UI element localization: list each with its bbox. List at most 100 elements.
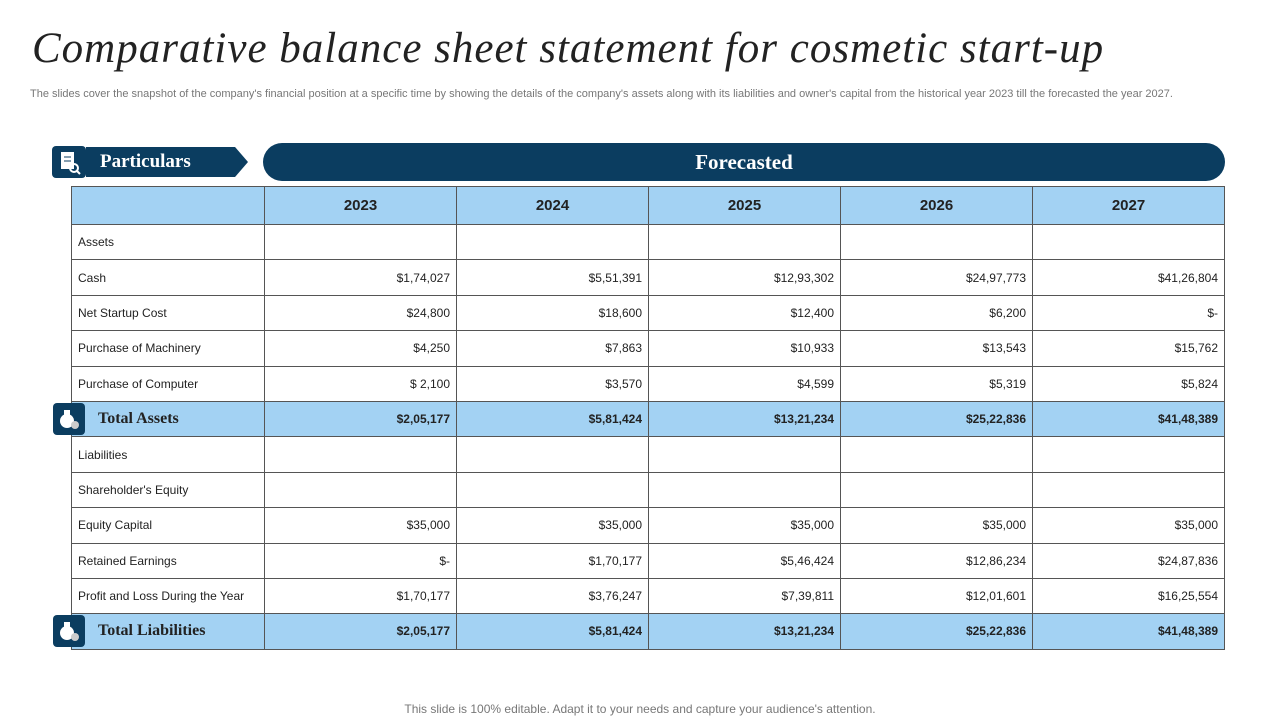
value-cell: $5,51,391 — [456, 259, 649, 296]
row-label-text: Retained Earnings — [78, 553, 177, 568]
row-label: Profit and Loss During the Year — [71, 577, 265, 615]
row-label-text: Assets — [78, 235, 115, 250]
row-label-text: Liabilities — [78, 447, 128, 462]
value-cell: $24,97,773 — [840, 259, 1033, 296]
row-icon — [53, 615, 85, 648]
value-cell: $5,46,424 — [648, 542, 841, 579]
value-cell: $24,87,836 — [1032, 542, 1225, 579]
value-cell: $16,25,554 — [1032, 577, 1225, 615]
row-icon — [53, 402, 85, 435]
value-cell: $7,863 — [456, 330, 649, 367]
row-label-text: Profit and Loss During the Year — [78, 589, 245, 604]
value-cell: $7,39,811 — [648, 577, 841, 615]
row-label: Retained Earnings — [71, 542, 265, 579]
particulars-icon — [52, 146, 86, 178]
value-cell: $3,570 — [456, 365, 649, 402]
row-label-text: Total Assets — [98, 410, 179, 428]
icon — [61, 152, 81, 175]
row-label-text: Purchase of Computer — [78, 376, 199, 391]
value-cell: $35,000 — [840, 507, 1033, 544]
header-cell — [71, 186, 265, 225]
value-cell — [264, 223, 457, 261]
value-cell: $35,000 — [648, 507, 841, 544]
value-cell — [648, 471, 841, 509]
row-label: Net Startup Cost — [71, 294, 265, 332]
row: Assets — [71, 223, 1225, 261]
value-cell: $5,81,424 — [456, 613, 649, 650]
value-cell — [264, 436, 457, 473]
value-cell: $12,400 — [648, 294, 841, 332]
value-cell — [1032, 223, 1225, 261]
value-cell: $1,70,177 — [264, 577, 457, 615]
year-header: 2027 — [1032, 186, 1225, 225]
row-label-text: Net Startup Cost — [78, 305, 167, 320]
value-cell — [264, 471, 457, 509]
value-cell — [840, 223, 1033, 261]
row-label-text: Equity Capital — [78, 518, 153, 533]
row: Equity Capital $35,000 $35,000 $35,000 $35,0… — [71, 507, 1225, 544]
value-cell — [1032, 471, 1225, 509]
value-cell: $4,250 — [264, 330, 457, 367]
row-label: Equity Capital — [71, 507, 265, 544]
value-cell: $10,933 — [648, 330, 841, 367]
value-cell: $12,01,601 — [840, 577, 1033, 615]
value-cell: $13,21,234 — [648, 613, 841, 650]
row: Profit and Loss During the Year $1,70,177… — [71, 577, 1225, 615]
value-cell — [1032, 436, 1225, 473]
value-cell — [840, 436, 1033, 473]
value-cell — [648, 436, 841, 473]
value-cell: $2,05,177 — [264, 400, 457, 438]
value-cell: $- — [1032, 294, 1225, 332]
balance-table: 2023 2024 2025 2026 2027 Assets Cash $1,74,027 $… — [53, 186, 1225, 650]
value-cell: $18,600 — [456, 294, 649, 332]
particulars-banner: Particulars — [86, 147, 248, 177]
year-header: 2024 — [456, 186, 649, 225]
row-label: Purchase of Computer — [71, 365, 265, 402]
value-cell: $ 2,100 — [264, 365, 457, 402]
year-header: 2026 — [840, 186, 1033, 225]
value-cell: $15,762 — [1032, 330, 1225, 367]
particulars-label: Particulars — [100, 151, 191, 172]
row: Shareholder's Equity — [71, 471, 1225, 509]
value-cell: $35,000 — [264, 507, 457, 544]
value-cell: $13,21,234 — [648, 400, 841, 438]
row: Net Startup Cost $24,800 $18,600 $12,400 $6,… — [71, 294, 1225, 332]
forecasted-banner: Forecasted — [263, 143, 1225, 181]
row-label: Cash — [71, 259, 265, 296]
value-cell: $2,05,177 — [264, 613, 457, 650]
value-cell: $- — [264, 542, 457, 579]
value-cell: $3,76,247 — [456, 577, 649, 615]
value-cell — [456, 471, 649, 509]
value-cell: $1,74,027 — [264, 259, 457, 296]
year-header: 2025 — [648, 186, 841, 225]
row-label-text: Cash — [78, 270, 107, 285]
value-cell: $5,319 — [840, 365, 1033, 402]
value-cell: $12,93,302 — [648, 259, 841, 296]
value-cell: $24,800 — [264, 294, 457, 332]
row-label: Assets — [71, 223, 265, 261]
value-cell: $35,000 — [456, 507, 649, 544]
value-cell — [456, 223, 649, 261]
value-cell: $25,22,836 — [840, 613, 1033, 650]
header-row: 2023 2024 2025 2026 2027 — [71, 186, 1225, 225]
row-label-text: Total Liabilities — [98, 622, 206, 640]
value-cell — [840, 471, 1033, 509]
row-label: Liabilities — [71, 436, 265, 473]
value-cell: $5,824 — [1032, 365, 1225, 402]
value-cell: $12,86,234 — [840, 542, 1033, 579]
row-label: Shareholder's Equity — [71, 471, 265, 509]
footer: This slide is 100% editable. Adapt it to… — [404, 702, 876, 716]
row: Cash $1,74,027 $5,51,391 $12,93,302 $24,97,7… — [71, 259, 1225, 296]
value-cell — [648, 223, 841, 261]
total-row: Total Assets $2,05,177 $5,81,424 $13,21,234… — [53, 400, 1225, 438]
value-cell: $5,81,424 — [456, 400, 649, 438]
row: Purchase of Machinery $4,250 $7,863 $10,933… — [71, 330, 1225, 367]
value-cell: $1,70,177 — [456, 542, 649, 579]
value-cell — [456, 436, 649, 473]
row: Liabilities — [71, 436, 1225, 473]
row-label: Total Assets — [53, 400, 265, 438]
total-row: Total Liabilities $2,05,177 $5,81,424 $13,2… — [53, 613, 1225, 650]
value-cell: $41,26,804 — [1032, 259, 1225, 296]
row-label: Purchase of Machinery — [71, 330, 265, 367]
